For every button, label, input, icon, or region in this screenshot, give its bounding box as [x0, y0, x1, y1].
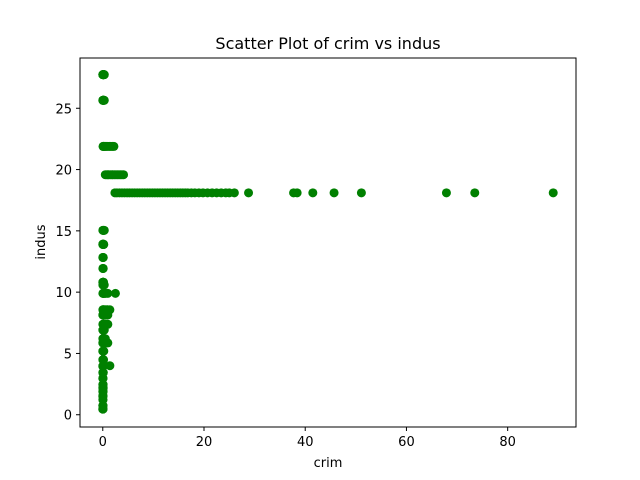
x-tick-label: 40 [297, 435, 314, 450]
y-tick-label: 0 [64, 409, 72, 424]
data-point [103, 310, 113, 320]
data-point [99, 239, 109, 249]
data-point [329, 188, 339, 198]
data-point [244, 188, 254, 198]
data-point [98, 263, 108, 273]
data-point [441, 188, 451, 198]
data-point [110, 288, 120, 298]
data-point [98, 373, 108, 383]
chart-title: Scatter Plot of crim vs indus [215, 34, 440, 53]
y-tick-label: 10 [55, 286, 72, 301]
data-point [105, 361, 115, 371]
data-point [99, 70, 109, 80]
x-tick-label: 80 [499, 435, 516, 450]
data-point [109, 141, 119, 151]
data-point [308, 188, 318, 198]
data-point [99, 225, 109, 235]
x-axis-label: crim [314, 456, 343, 471]
data-point [98, 404, 108, 414]
data-point [99, 346, 109, 356]
x-tick-label: 60 [398, 435, 415, 450]
data-point [98, 252, 108, 262]
data-point [99, 280, 109, 290]
x-tick-label: 0 [99, 435, 107, 450]
x-axis-ticks: 0 20 40 60 80 [99, 427, 516, 450]
y-tick-label: 15 [55, 225, 72, 240]
data-point [292, 188, 302, 198]
x-tick-label: 20 [196, 435, 213, 450]
data-point [98, 361, 108, 371]
y-axis-label: indus [34, 224, 49, 259]
data-point [99, 325, 109, 335]
data-point [99, 95, 109, 105]
data-point [229, 188, 239, 198]
data-point [103, 288, 113, 298]
plot-frame [79, 57, 577, 428]
data-point [356, 188, 366, 198]
data-points [98, 70, 558, 414]
y-tick-label: 5 [64, 347, 72, 362]
data-point [119, 170, 129, 180]
y-tick-label: 20 [55, 164, 72, 179]
y-axis-ticks: 0 5 10 15 20 25 [55, 102, 80, 424]
data-point [548, 188, 558, 198]
data-point [103, 338, 113, 348]
y-tick-label: 25 [55, 102, 72, 117]
data-point [470, 188, 480, 198]
